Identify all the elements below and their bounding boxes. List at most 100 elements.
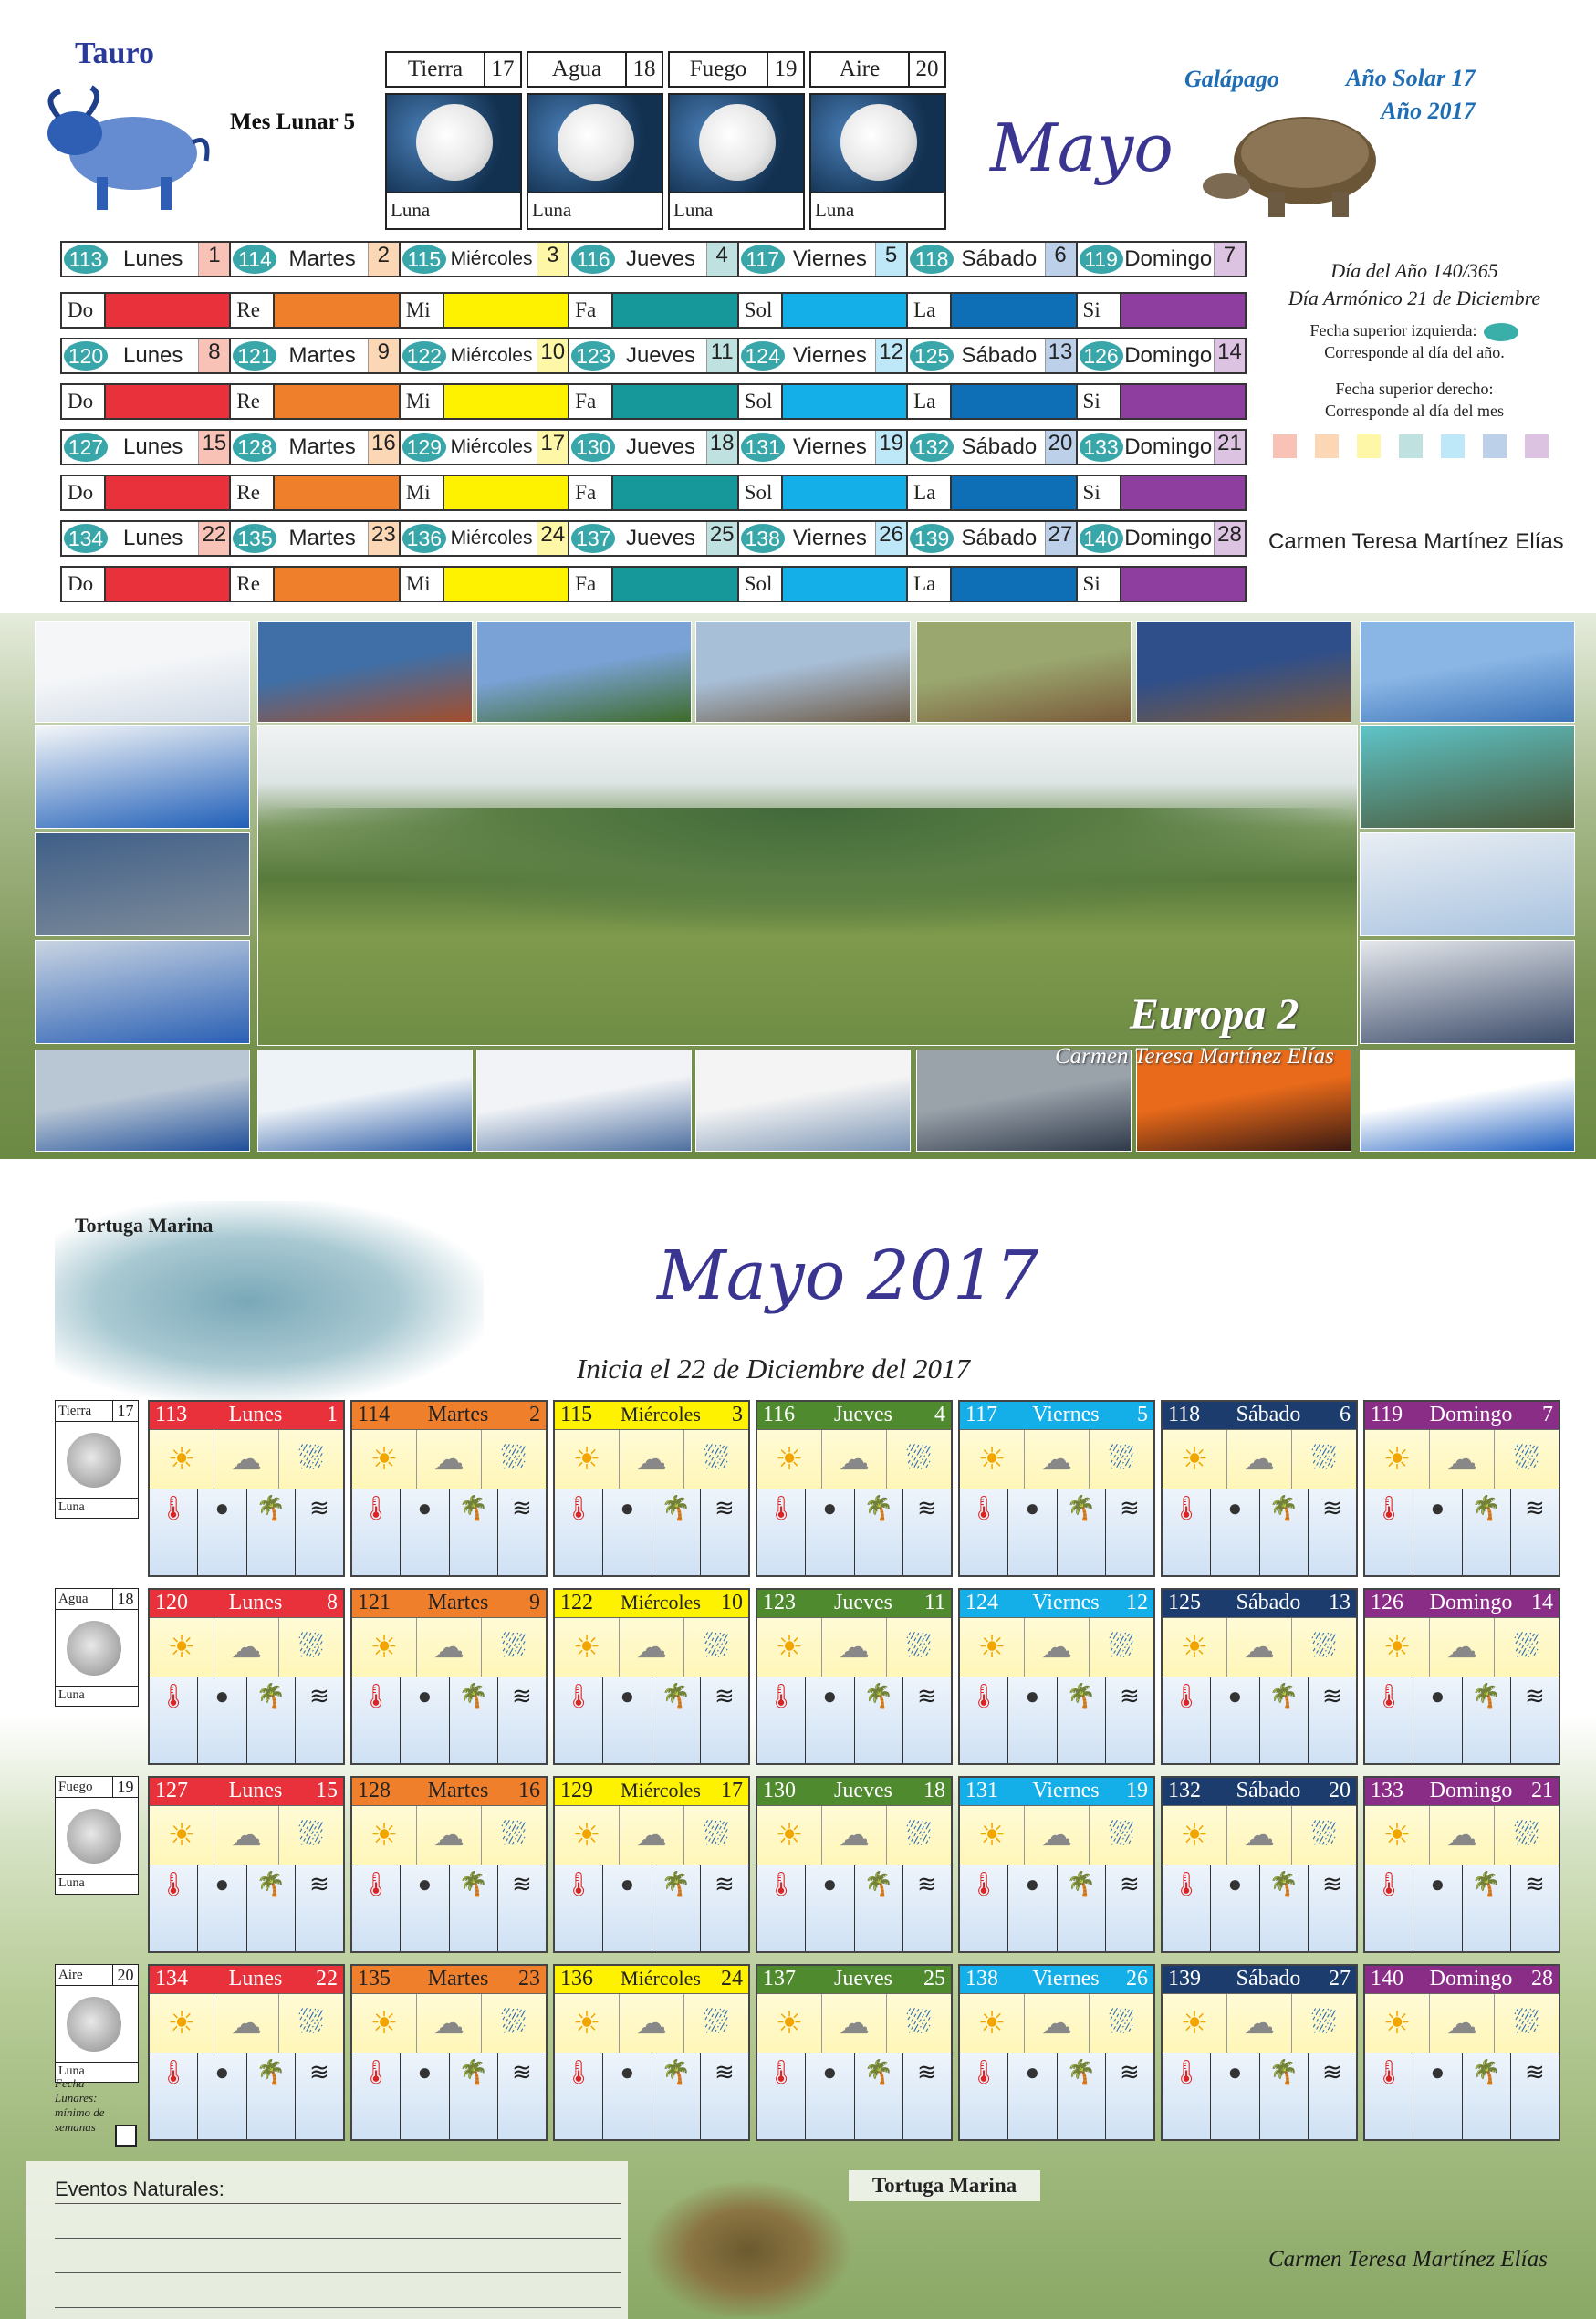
cloud-icon[interactable]: ☁ [1025,1430,1090,1489]
sun-icon[interactable]: ☀ [150,1618,214,1677]
palm-tree-icon[interactable]: 🌴 [247,1865,296,1951]
note-cell[interactable]: Do [62,294,232,327]
palm-tree-icon[interactable]: 🌴 [652,2053,701,2139]
moon-icon[interactable]: ● [603,2053,652,2139]
day-card[interactable]: 116 Jueves 4 ☀ ☁ ⛆ 🌡 ● 🌴 ≋ [756,1400,953,1577]
cloud-icon[interactable]: ☁ [1430,1618,1495,1677]
rain-icon[interactable]: ⛆ [704,1442,729,1476]
moon-icon[interactable]: ● [603,1677,652,1763]
cloud-icon[interactable]: ☁ [822,1618,887,1677]
note-cell[interactable]: La [908,294,1078,327]
thermometer-sun-icon[interactable]: 🌡 [1365,1489,1414,1575]
thermometer-sun-icon[interactable]: 🌡 [555,2053,604,2139]
day-card[interactable]: 140 Domingo 28 ☀ ☁ ⛆ 🌡 ● 🌴 ≋ [1363,1964,1560,2141]
rain-icon[interactable]: ⛆ [1514,1818,1539,1852]
note-cell[interactable]: Mi [400,568,570,601]
rain-icon[interactable]: ⛆ [906,1630,932,1664]
thermometer-sun-icon[interactable]: 🌡 [1163,1865,1212,1951]
wind-icon[interactable]: ≋ [1119,1871,1140,1897]
note-cell[interactable]: Mi [400,476,570,509]
day-card[interactable]: 124 Viernes 12 ☀ ☁ ⛆ 🌡 ● 🌴 ≋ [958,1588,1155,1765]
thermometer-sun-icon[interactable]: 🌡 [352,1489,402,1575]
palm-tree-icon[interactable]: 🌴 [855,1865,903,1951]
note-cell[interactable]: Do [62,568,232,601]
cloud-icon[interactable]: ☁ [1227,1994,1292,2053]
thermometer-sun-icon[interactable]: 🌡 [757,1865,807,1951]
moon-icon[interactable]: ● [198,1865,247,1951]
wind-icon[interactable]: ≋ [1524,1683,1545,1709]
palm-tree-icon[interactable]: 🌴 [1260,1865,1309,1951]
palm-tree-icon[interactable]: 🌴 [855,1489,903,1575]
day-cell[interactable]: 140 Domingo 28 [1078,522,1245,555]
rain-icon[interactable]: ⛆ [906,1442,932,1476]
lunar-dates-checkbox[interactable] [115,2125,137,2147]
cloud-icon[interactable]: ☁ [417,1994,482,2053]
note-cell[interactable]: Do [62,385,232,418]
cloud-icon[interactable]: ☁ [1430,1806,1495,1865]
cloud-icon[interactable]: ☁ [417,1618,482,1677]
wind-icon[interactable]: ≋ [1321,1495,1342,1521]
day-card[interactable]: 137 Jueves 25 ☀ ☁ ⛆ 🌡 ● 🌴 ≋ [756,1964,953,2141]
day-card[interactable]: 120 Lunes 8 ☀ ☁ ⛆ 🌡 ● 🌴 ≋ [148,1588,345,1765]
wind-icon[interactable]: ≋ [1119,1495,1140,1521]
wind-icon[interactable]: ≋ [308,1683,329,1709]
moon-icon[interactable]: ● [1008,2053,1058,2139]
note-cell[interactable]: Si [1077,294,1245,327]
day-cell[interactable]: 116 Jueves 4 [569,243,739,276]
sun-icon[interactable]: ☀ [960,1994,1025,2053]
note-cell[interactable]: Si [1077,385,1245,418]
cloud-icon[interactable]: ☁ [620,1430,684,1489]
sun-icon[interactable]: ☀ [150,1994,214,2053]
rain-icon[interactable]: ⛆ [906,2006,932,2040]
wind-icon[interactable]: ≋ [308,1495,329,1521]
note-cell[interactable]: Si [1077,476,1245,509]
day-card[interactable]: 118 Sábado 6 ☀ ☁ ⛆ 🌡 ● 🌴 ≋ [1161,1400,1358,1577]
day-card[interactable]: 135 Martes 23 ☀ ☁ ⛆ 🌡 ● 🌴 ≋ [350,1964,548,2141]
day-cell[interactable]: 136 Miércoles 24 [401,522,570,555]
sun-icon[interactable]: ☀ [1163,1994,1227,2053]
day-cell[interactable]: 130 Jueves 18 [569,431,739,464]
moon-icon[interactable]: ● [1211,1489,1260,1575]
palm-tree-icon[interactable]: 🌴 [652,1489,701,1575]
rain-icon[interactable]: ⛆ [501,1442,527,1476]
wind-icon[interactable]: ≋ [1119,1683,1140,1709]
sun-icon[interactable]: ☀ [1163,1618,1227,1677]
sun-icon[interactable]: ☀ [1365,1806,1430,1865]
sun-icon[interactable]: ☀ [352,1430,417,1489]
moon-icon[interactable]: ● [198,1489,247,1575]
wind-icon[interactable]: ≋ [1321,2059,1342,2085]
palm-tree-icon[interactable]: 🌴 [450,1489,498,1575]
moon-icon[interactable]: ● [1211,1865,1260,1951]
thermometer-sun-icon[interactable]: 🌡 [1365,1677,1414,1763]
sun-icon[interactable]: ☀ [1163,1806,1227,1865]
thermometer-sun-icon[interactable]: 🌡 [150,2053,199,2139]
wind-icon[interactable]: ≋ [1321,1683,1342,1709]
cloud-icon[interactable]: ☁ [822,1806,887,1865]
palm-tree-icon[interactable]: 🌴 [652,1865,701,1951]
note-cell[interactable]: La [908,476,1078,509]
day-cell[interactable]: 118 Sábado 6 [908,243,1078,276]
rain-icon[interactable]: ⛆ [906,1818,932,1852]
cloud-icon[interactable]: ☁ [1025,1806,1090,1865]
palm-tree-icon[interactable]: 🌴 [247,1489,296,1575]
day-cell[interactable]: 134 Lunes 22 [62,522,232,555]
sun-icon[interactable]: ☀ [150,1430,214,1489]
moon-icon[interactable]: ● [1008,1677,1058,1763]
note-cell[interactable]: Fa [569,294,739,327]
rain-icon[interactable]: ⛆ [704,1630,729,1664]
cloud-icon[interactable]: ☁ [1025,1994,1090,2053]
sun-icon[interactable]: ☀ [555,1430,620,1489]
cloud-icon[interactable]: ☁ [1430,1430,1495,1489]
moon-icon[interactable]: ● [806,2053,855,2139]
rain-icon[interactable]: ⛆ [704,1818,729,1852]
sun-icon[interactable]: ☀ [555,1994,620,2053]
day-card[interactable]: 113 Lunes 1 ☀ ☁ ⛆ 🌡 ● 🌴 ≋ [148,1400,345,1577]
moon-icon[interactable]: ● [401,1489,450,1575]
cloud-icon[interactable]: ☁ [822,1994,887,2053]
thermometer-sun-icon[interactable]: 🌡 [757,1677,807,1763]
note-cell[interactable]: Si [1077,568,1245,601]
palm-tree-icon[interactable]: 🌴 [450,2053,498,2139]
moon-icon[interactable]: ● [1413,1677,1463,1763]
rain-icon[interactable]: ⛆ [1109,2006,1134,2040]
thermometer-sun-icon[interactable]: 🌡 [960,1865,1009,1951]
